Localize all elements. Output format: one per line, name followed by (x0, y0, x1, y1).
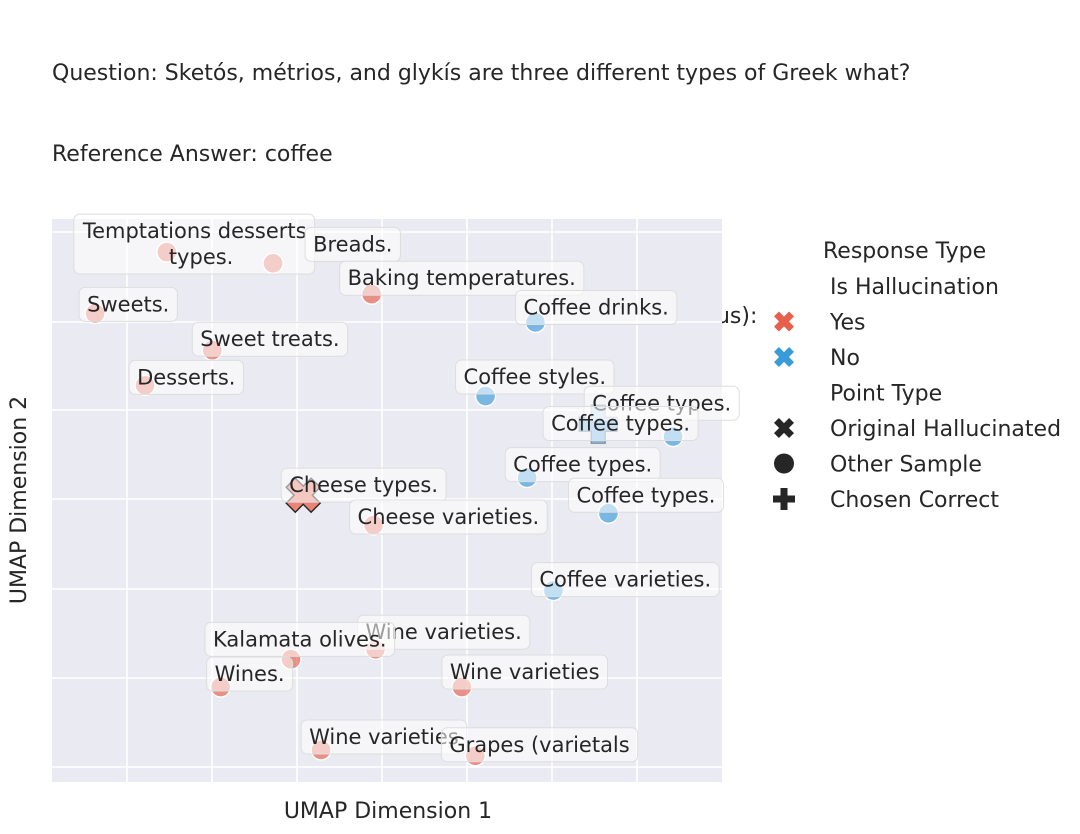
point-label: Kalamata olives. (204, 621, 396, 657)
point-label-text: Grapes (varietals (449, 733, 629, 757)
point-label-text: Coffee styles. (464, 365, 606, 389)
point-label: Temptations desserts types. (73, 213, 316, 275)
legend-entry-label: Other Sample (830, 453, 982, 478)
point-label: Wines. (206, 656, 294, 692)
legend-marker-x (774, 418, 794, 438)
label-box (441, 654, 609, 690)
legend-entry-label: Chosen Correct (830, 488, 999, 513)
point-label: Grapes (varietals (440, 727, 639, 763)
label-box (349, 499, 548, 535)
label-box (567, 477, 724, 513)
reference-answer-text: Reference Answer: coffee (52, 142, 333, 167)
point-label-text: Temptations desserts types. (82, 219, 307, 269)
point-label: Wine varieties (441, 654, 609, 690)
point-label: Wine varieties (300, 719, 468, 755)
legend-group-heading: Point Type (830, 382, 942, 407)
legend-entry-label: Original Hallucinated (830, 417, 1061, 442)
point-label: Breads. (304, 226, 401, 262)
legend: Response Type Is Hallucination Yes No Point … (773, 239, 1061, 513)
y-axis-label: UMAP Dimension 2 (7, 396, 32, 604)
legend-marker-plus (773, 488, 795, 510)
point-label-text: Desserts. (137, 365, 235, 389)
point-label-text: Coffee types. (551, 412, 690, 436)
legend-marker-circle (774, 453, 794, 474)
legend-group-heading: Is Hallucination (830, 275, 999, 300)
point-label: Sweets. (78, 286, 178, 322)
point-label: Desserts. (128, 359, 244, 395)
labels-layer: Temptations desserts types.Breads. Baking … (73, 213, 740, 763)
label-box (440, 727, 639, 763)
point-label: Baking temperatures. (339, 260, 585, 296)
point-label: Sweet treats. (191, 321, 349, 357)
point-label: Coffee types. (542, 406, 699, 442)
label-box (514, 289, 678, 325)
point-label-text: Wine varieties (309, 725, 459, 749)
label-box (78, 286, 178, 322)
point-label: Coffee styles. (455, 359, 615, 395)
point-label-text: Sweet treats. (200, 327, 339, 351)
point-label: Coffee drinks. (514, 289, 678, 325)
label-box (542, 406, 699, 442)
point-label-text: Coffee types. (513, 453, 652, 477)
label-box (339, 260, 585, 296)
legend-title: Response Type (823, 239, 986, 264)
point-label-text: Coffee types. (576, 483, 715, 507)
point-label-text: Coffee varieties. (539, 568, 711, 592)
point-label-text: Breads. (313, 232, 392, 256)
point-label-text: Cheese types. (289, 473, 438, 497)
legend-entry-label: No (830, 346, 860, 371)
point-label-text: Wines. (215, 662, 285, 686)
point-label-text: Kalamata olives. (213, 627, 387, 651)
legend-marker-x (774, 311, 794, 332)
question-text: Question: Sketós, métrios, and glykís ar… (52, 61, 911, 86)
point-label-text: Wine varieties (450, 660, 600, 684)
label-box (128, 359, 244, 395)
point-label: Coffee types. (504, 447, 661, 483)
label-box (455, 359, 615, 395)
point-label-text: Cheese varieties. (358, 505, 540, 529)
label-box (206, 656, 294, 692)
point-label: Coffee varieties. (530, 562, 720, 598)
point-label-text: Baking temperatures. (348, 266, 576, 290)
point-label: Coffee types. (567, 477, 724, 513)
point-label: Cheese types. (280, 467, 447, 503)
legend-marker-x (774, 347, 794, 367)
label-box (530, 562, 720, 598)
label-box (204, 621, 396, 657)
label-box (191, 321, 349, 357)
point-label: Wine varieties. (356, 614, 531, 650)
point-label-text: Sweets. (87, 292, 169, 316)
point-label: Cheese varieties. (349, 499, 548, 535)
point-label-text: Coffee drinks. (523, 295, 668, 319)
x-axis-label: UMAP Dimension 1 (284, 799, 492, 824)
legend-entry-label: Yes (829, 311, 866, 336)
